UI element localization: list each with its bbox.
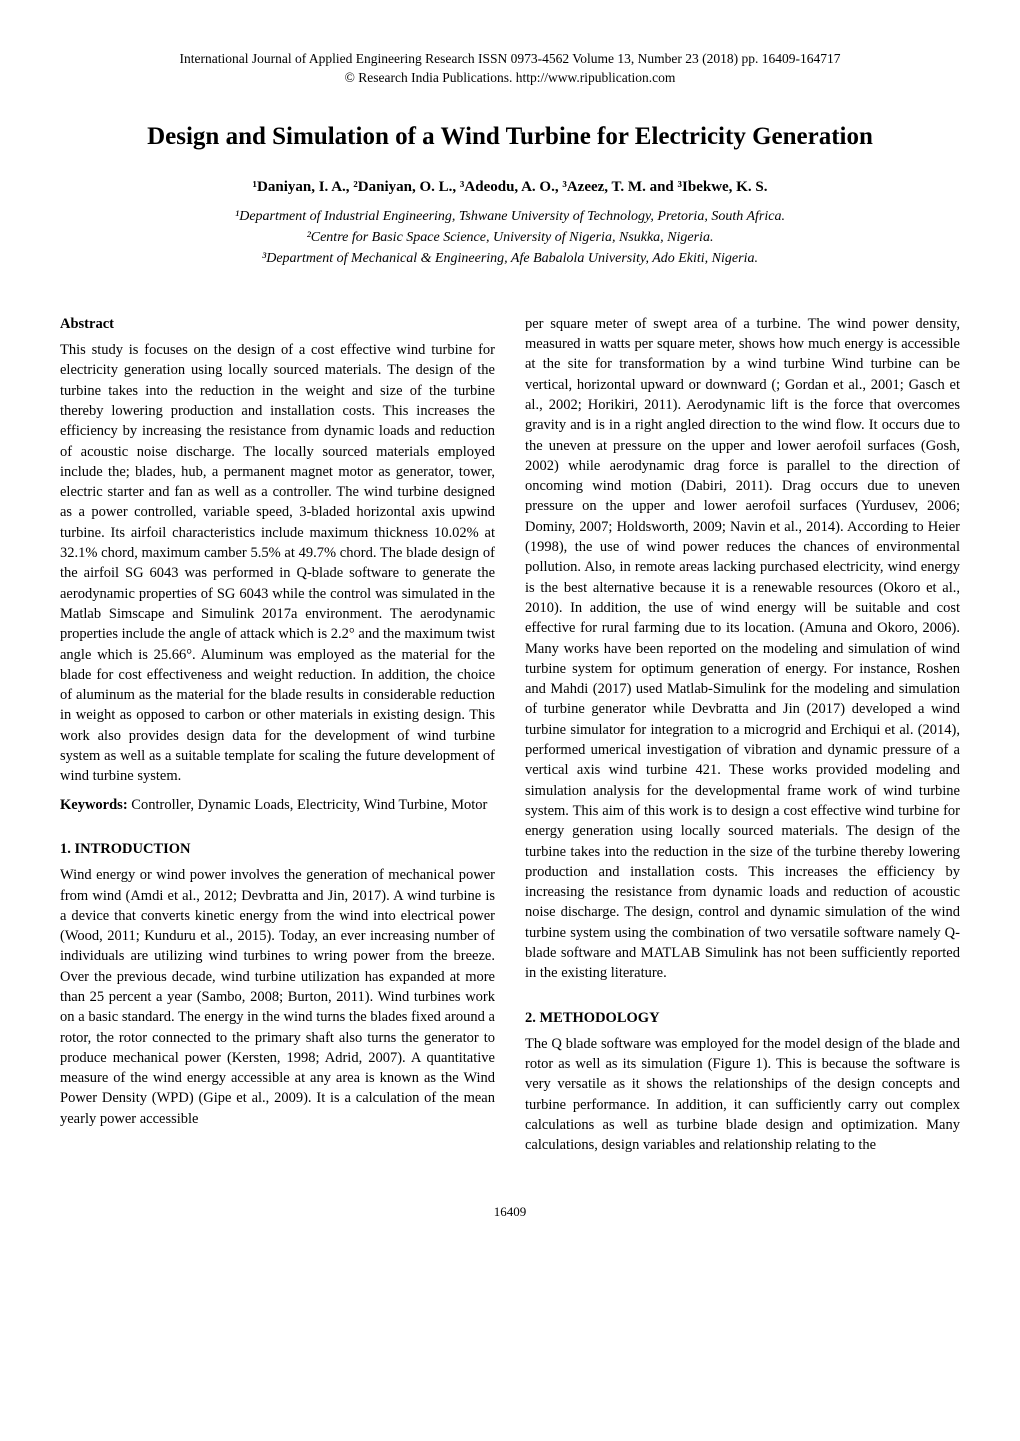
keywords-label: Keywords: bbox=[60, 797, 128, 813]
affiliation-2: ²Centre for Basic Space Science, Univers… bbox=[60, 227, 960, 248]
continuation-body: per square meter of swept area of a turb… bbox=[525, 314, 960, 984]
abstract-heading: Abstract bbox=[60, 314, 495, 334]
affiliation-1: ¹Department of Industrial Engineering, T… bbox=[60, 206, 960, 227]
left-column: Abstract This study is focuses on the de… bbox=[60, 314, 495, 1164]
affiliations: ¹Department of Industrial Engineering, T… bbox=[60, 206, 960, 269]
paper-title: Design and Simulation of a Wind Turbine … bbox=[60, 123, 960, 151]
affiliation-3: ³Department of Mechanical & Engineering,… bbox=[60, 248, 960, 269]
keywords-line: Keywords: Controller, Dynamic Loads, Ele… bbox=[60, 795, 495, 815]
authors-list: ¹Daniyan, I. A., ²Daniyan, O. L., ³Adeod… bbox=[60, 179, 960, 196]
methodology-body: The Q blade software was employed for th… bbox=[525, 1034, 960, 1156]
abstract-body: This study is focuses on the design of a… bbox=[60, 340, 495, 787]
methodology-heading: 2. METHODOLOGY bbox=[525, 1008, 960, 1028]
journal-header: International Journal of Applied Enginee… bbox=[60, 50, 960, 88]
keywords-text: Controller, Dynamic Loads, Electricity, … bbox=[128, 797, 488, 813]
page-number: 16409 bbox=[60, 1204, 960, 1220]
introduction-body: Wind energy or wind power involves the g… bbox=[60, 865, 495, 1129]
introduction-heading: 1. INTRODUCTION bbox=[60, 839, 495, 859]
header-line-1: International Journal of Applied Enginee… bbox=[60, 50, 960, 69]
page-container: International Journal of Applied Enginee… bbox=[0, 0, 1020, 1250]
header-line-2: © Research India Publications. http://ww… bbox=[60, 69, 960, 88]
two-column-layout: Abstract This study is focuses on the de… bbox=[60, 314, 960, 1164]
right-column: per square meter of swept area of a turb… bbox=[525, 314, 960, 1164]
